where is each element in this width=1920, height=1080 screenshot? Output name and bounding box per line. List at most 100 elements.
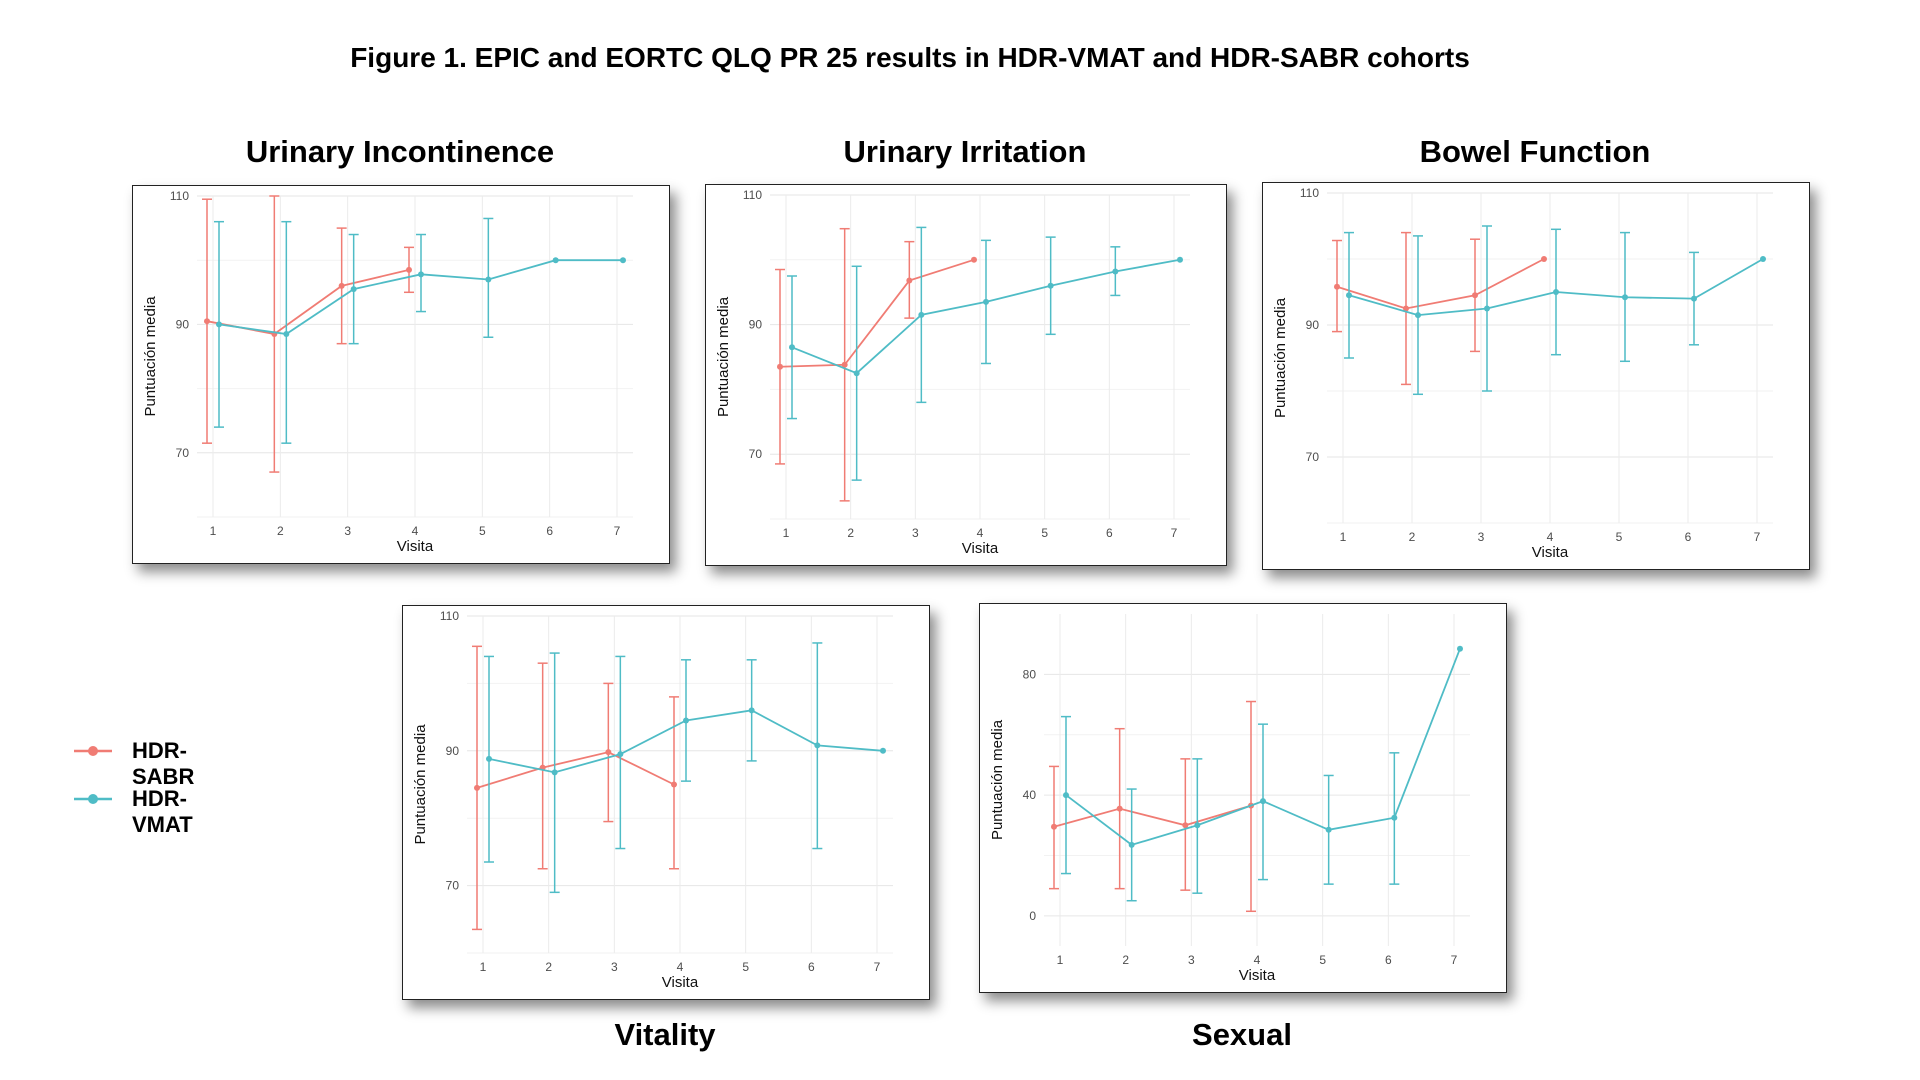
x-tick-label: 5 bbox=[1319, 953, 1326, 967]
y-axis-label: Puntuación media bbox=[715, 296, 732, 417]
chart-panel-bowel-function: 70 90 110 1 2 3 4 5 6 7 Visita Puntuación media bbox=[1262, 182, 1810, 570]
y-tick-label: 110 bbox=[1300, 186, 1319, 200]
data-point-hdr-vmat bbox=[1177, 256, 1183, 263]
panel-title-bowel-function: Bowel Function bbox=[1419, 134, 1651, 169]
y-axis-label: Puntuación media bbox=[412, 724, 429, 845]
legend-label-hdr-sabr: HDR-SABR bbox=[132, 738, 195, 789]
x-tick-label: 7 bbox=[1754, 530, 1761, 544]
x-tick-label: 6 bbox=[1106, 526, 1113, 540]
x-tick-label: 7 bbox=[614, 524, 621, 538]
panel-title-urinary-incontinence: Urinary Incontinence bbox=[245, 134, 555, 169]
chart-panel-urinary-irritation: 70 90 110 1 2 3 4 5 6 7 Visita Puntuación media bbox=[705, 184, 1227, 566]
y-tick-label: 90 bbox=[176, 317, 190, 331]
data-point-hdr-vmat bbox=[617, 751, 624, 758]
y-tick-label: 70 bbox=[1306, 450, 1320, 464]
data-point-hdr-sabr bbox=[1182, 822, 1189, 829]
x-tick-label: 2 bbox=[847, 526, 854, 540]
data-point-hdr-vmat bbox=[1260, 798, 1266, 805]
x-tick-label: 7 bbox=[874, 960, 881, 974]
series-hdr-vmat bbox=[1061, 645, 1463, 902]
y-tick-label: 110 bbox=[440, 609, 459, 623]
data-point-hdr-vmat bbox=[1346, 292, 1352, 299]
x-tick-label: 5 bbox=[1616, 530, 1623, 544]
grid bbox=[197, 195, 633, 518]
x-axis-label: Visita bbox=[662, 974, 699, 991]
series-hdr-vmat bbox=[787, 226, 1183, 481]
grid bbox=[1044, 614, 1470, 946]
x-tick-label: 6 bbox=[546, 524, 553, 538]
x-tick-label: 3 bbox=[912, 526, 919, 540]
data-point-hdr-vmat bbox=[1194, 822, 1201, 829]
data-point-hdr-vmat bbox=[1063, 792, 1069, 799]
data-point-hdr-sabr bbox=[338, 282, 345, 289]
data-point-hdr-vmat bbox=[1691, 295, 1697, 302]
x-tick-label: 2 bbox=[1409, 530, 1416, 544]
data-point-hdr-vmat bbox=[1622, 294, 1628, 301]
series-line-hdr-sabr bbox=[1053, 804, 1252, 828]
data-point-hdr-vmat bbox=[1128, 841, 1135, 848]
y-tick-label: 110 bbox=[743, 188, 762, 202]
x-tick-label: 1 bbox=[210, 524, 217, 538]
series-hdr-sabr bbox=[1332, 231, 1547, 386]
x-tick-label: 1 bbox=[1340, 530, 1347, 544]
x-tick-label: 4 bbox=[412, 524, 419, 538]
data-point-hdr-vmat bbox=[814, 742, 821, 749]
legend-swatch-hdr-vmat bbox=[74, 794, 112, 804]
data-point-hdr-vmat bbox=[789, 344, 795, 351]
y-tick-label: 80 bbox=[1023, 667, 1037, 681]
y-tick-label: 90 bbox=[446, 744, 460, 758]
y-tick-label: 70 bbox=[176, 446, 190, 460]
x-tick-label: 1 bbox=[783, 526, 790, 540]
data-point-hdr-sabr bbox=[1541, 256, 1547, 262]
x-tick-label: 6 bbox=[808, 960, 815, 974]
panel-title-urinary-irritation: Urinary Irritation bbox=[843, 134, 1087, 169]
data-point-hdr-vmat bbox=[748, 707, 755, 714]
y-axis-label: Puntuación media bbox=[989, 719, 1006, 840]
x-tick-label: 4 bbox=[1254, 953, 1261, 967]
x-tick-label: 3 bbox=[344, 524, 351, 538]
y-tick-label: 90 bbox=[1306, 318, 1320, 332]
x-tick-label: 5 bbox=[742, 960, 749, 974]
data-point-hdr-vmat bbox=[486, 755, 492, 762]
x-tick-label: 7 bbox=[1171, 526, 1178, 540]
x-tick-label: 3 bbox=[611, 960, 618, 974]
y-tick-label: 40 bbox=[1023, 788, 1037, 802]
series-hdr-sabr bbox=[472, 645, 679, 931]
y-axis-label: Puntuación media bbox=[1272, 297, 1289, 418]
x-tick-label: 5 bbox=[1041, 526, 1048, 540]
series-line-hdr-sabr bbox=[1336, 258, 1545, 310]
x-tick-label: 1 bbox=[1057, 953, 1064, 967]
x-tick-label: 4 bbox=[1547, 530, 1554, 544]
y-tick-label: 110 bbox=[170, 189, 189, 203]
grid bbox=[467, 615, 893, 954]
data-point-hdr-sabr bbox=[906, 277, 913, 284]
data-point-hdr-vmat bbox=[1553, 289, 1559, 295]
x-axis-label: Visita bbox=[397, 538, 434, 555]
data-point-hdr-sabr bbox=[1116, 805, 1123, 812]
data-point-hdr-sabr bbox=[777, 363, 783, 370]
data-point-hdr-vmat bbox=[880, 747, 886, 754]
y-tick-label: 0 bbox=[1029, 909, 1036, 923]
data-point-hdr-vmat bbox=[1484, 305, 1490, 312]
data-point-hdr-sabr bbox=[474, 784, 480, 791]
legend-swatch-hdr-sabr bbox=[74, 746, 112, 756]
data-point-hdr-vmat bbox=[1457, 645, 1463, 652]
x-axis-label: Visita bbox=[1532, 544, 1569, 561]
chart-panel-vitality: 70 90 110 1 2 3 4 5 6 7 Visita Puntuación media bbox=[402, 605, 930, 1000]
series-hdr-vmat bbox=[214, 217, 626, 444]
x-tick-label: 4 bbox=[677, 960, 684, 974]
data-point-hdr-vmat bbox=[216, 321, 222, 328]
data-point-hdr-vmat bbox=[552, 257, 559, 264]
x-axis-label: Visita bbox=[962, 540, 999, 557]
data-point-hdr-sabr bbox=[841, 361, 848, 368]
y-tick-label: 70 bbox=[446, 879, 460, 893]
chart-panel-sexual: 0 40 80 1 2 3 4 5 6 7 Visita Puntuación media bbox=[979, 603, 1507, 993]
series-hdr-vmat bbox=[484, 642, 886, 894]
data-point-hdr-vmat bbox=[1760, 256, 1766, 262]
x-tick-label: 1 bbox=[480, 960, 487, 974]
data-point-hdr-vmat bbox=[551, 769, 558, 776]
x-tick-label: 6 bbox=[1685, 530, 1692, 544]
x-tick-label: 2 bbox=[545, 960, 552, 974]
data-point-hdr-vmat bbox=[1415, 312, 1421, 319]
data-point-hdr-vmat bbox=[350, 286, 357, 293]
